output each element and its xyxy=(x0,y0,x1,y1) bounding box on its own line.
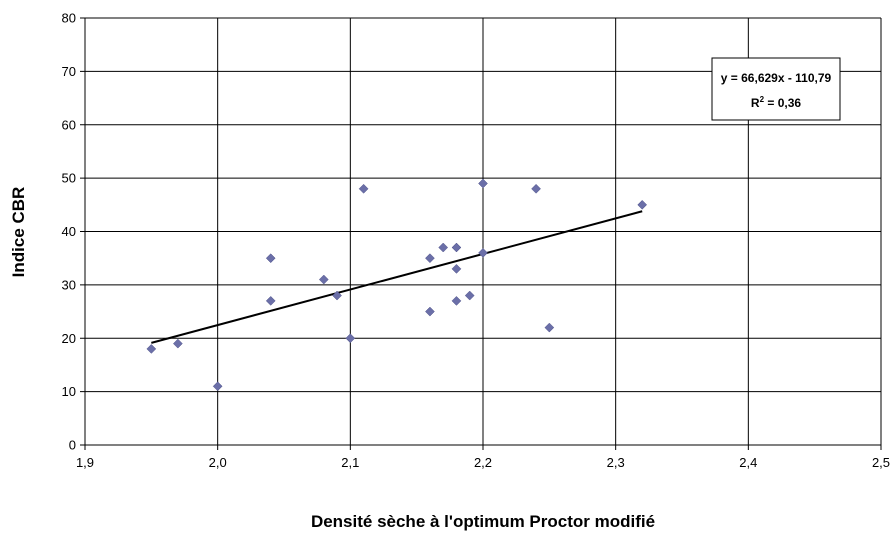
data-point xyxy=(478,178,488,189)
trendline xyxy=(151,210,643,344)
data-point xyxy=(345,333,356,344)
y-tick-label: 50 xyxy=(62,171,76,186)
y-tick-label: 70 xyxy=(62,64,76,79)
data-point xyxy=(451,242,462,253)
equation-box-frame xyxy=(711,57,841,121)
x-tick-labels: 1,9 2,0 2,1 2,2 2,3 2,4 2,5 xyxy=(76,455,890,470)
data-point xyxy=(212,381,223,392)
x-tick-label: 2,3 xyxy=(607,455,625,470)
y-tick-label: 0 xyxy=(69,438,76,453)
trendline-equation: y = 66,629x - 110,79 xyxy=(721,71,832,85)
data-point xyxy=(425,306,435,317)
data-point xyxy=(464,290,475,301)
data-point xyxy=(544,322,555,333)
y-tick-label: 30 xyxy=(62,277,76,292)
equation-box: y = 66,629x - 110,79 R2 = 0,36 xyxy=(711,57,841,121)
y-tick-label: 20 xyxy=(62,331,76,346)
x-axis-title: Densité sèche à l'optimum Proctor modifi… xyxy=(311,512,655,531)
y-tick-label: 10 xyxy=(62,384,76,399)
x-tick-label: 2,1 xyxy=(341,455,359,470)
trendline-group xyxy=(151,210,643,344)
x-tick-label: 2,2 xyxy=(474,455,492,470)
data-point xyxy=(318,274,329,285)
y-axis-title: Indice CBR xyxy=(9,187,28,278)
data-point xyxy=(451,296,462,306)
data-point xyxy=(438,242,449,253)
grid-lines xyxy=(85,17,882,445)
r-squared-label: R2 = 0,36 xyxy=(751,95,801,110)
data-point xyxy=(637,199,648,210)
data-point xyxy=(478,247,488,258)
data-point xyxy=(265,253,276,264)
data-point xyxy=(146,344,157,354)
data-point xyxy=(173,338,183,349)
data-point xyxy=(425,253,435,264)
axes xyxy=(80,17,882,450)
data-point xyxy=(531,183,541,194)
data-points xyxy=(146,178,648,392)
y-tick-label: 40 xyxy=(62,224,76,239)
x-tick-label: 2,0 xyxy=(209,455,227,470)
data-point xyxy=(265,296,276,306)
y-tick-label: 80 xyxy=(62,11,76,26)
y-tick-label: 60 xyxy=(62,117,76,132)
data-point xyxy=(451,264,462,274)
data-point xyxy=(358,183,369,194)
x-tick-label: 1,9 xyxy=(76,455,94,470)
data-point xyxy=(332,290,342,301)
y-tick-labels: 0 10 20 30 40 50 60 70 80 xyxy=(62,11,76,453)
x-tick-label: 2,4 xyxy=(739,455,757,470)
x-tick-label: 2,5 xyxy=(872,455,890,470)
